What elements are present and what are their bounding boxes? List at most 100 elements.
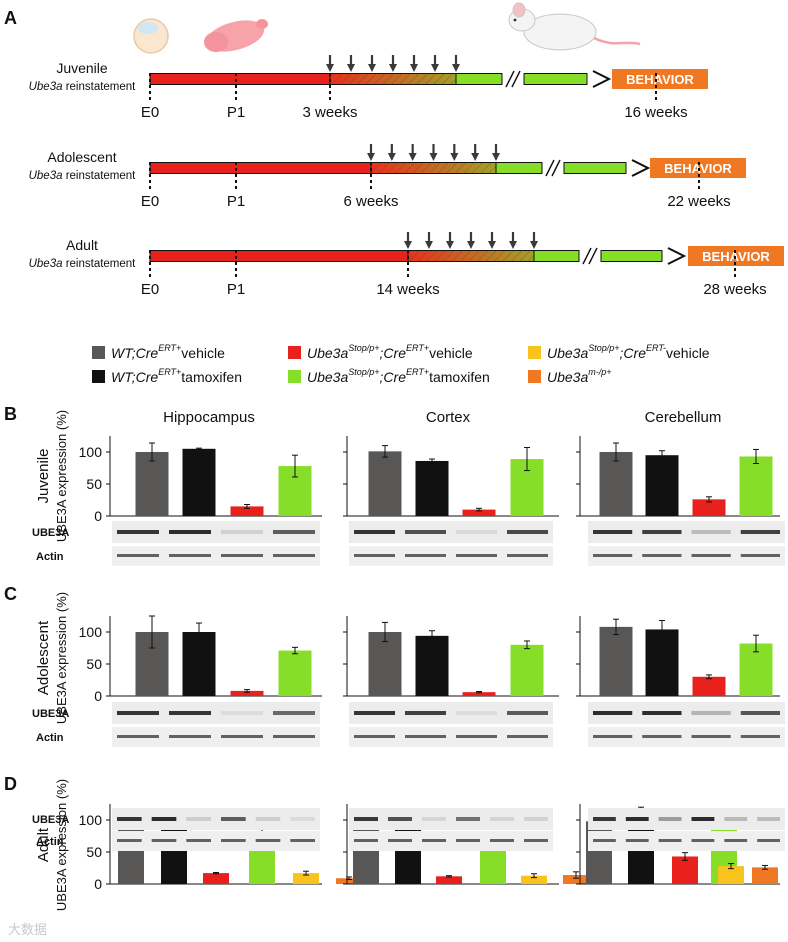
hatch-overlay — [330, 73, 456, 85]
hatch-overlay — [408, 250, 534, 262]
injection-arrow-head — [530, 241, 538, 249]
mouse-ear — [512, 2, 526, 18]
bar — [586, 821, 612, 884]
bar — [462, 692, 496, 696]
blot-band-ube3a — [117, 530, 159, 534]
blot-band-actin — [290, 839, 315, 842]
bar — [672, 856, 698, 884]
behavior-label: BEHAVIOR — [702, 249, 770, 264]
timepoint-label: P1 — [227, 193, 245, 210]
legend-label: WT;CreERT+vehicle — [111, 343, 225, 361]
legend-label: Ube3aStop/p+;CreERT-vehicle — [547, 343, 710, 361]
mouse-illustration — [508, 2, 641, 51]
blot-label-actin: Actin — [36, 732, 64, 744]
blot-strip-actin — [588, 831, 785, 851]
timeline-juvenile: Juvenile Ube3a reinstatement BEHAVIOR E0 P1 3… — [29, 55, 708, 121]
blot-band-actin — [658, 839, 682, 842]
green-bar — [455, 73, 503, 85]
red-bar — [149, 162, 372, 174]
chevron-arrow-icon — [667, 247, 687, 265]
legend-item: Ube3aStop/p+;CreERT+vehicle — [288, 343, 473, 361]
blot-band-ube3a — [422, 817, 446, 821]
blot-band-actin — [456, 839, 480, 842]
injection-arrow-head — [408, 153, 417, 161]
injection-arrow-head — [467, 241, 475, 249]
blot-band-actin — [151, 839, 177, 842]
mouse-tail — [593, 36, 641, 46]
blot-strip-actin — [349, 727, 553, 747]
bar-chart-adult-hippocampus: 0 50 100 UBE3A Actin — [32, 804, 362, 892]
blot-band-actin — [117, 735, 159, 738]
blot-band-ube3a — [625, 817, 649, 821]
injection-arrow-head — [488, 241, 496, 249]
bar — [293, 873, 319, 884]
timepoint-label: 6 weeks — [343, 193, 398, 210]
blot-band-actin — [186, 839, 211, 842]
blot-band-ube3a — [658, 817, 682, 821]
timepoint-label: E0 — [141, 193, 159, 210]
timepoint-label: P1 — [227, 104, 245, 121]
blot-band-actin — [354, 735, 395, 738]
y-tick-label: 100 — [79, 624, 103, 640]
pup-head — [204, 32, 228, 52]
blot-band-ube3a — [691, 711, 731, 715]
blot-strip-actin — [112, 831, 320, 851]
region-title: Cortex — [426, 409, 471, 426]
blot-band-actin — [740, 735, 780, 738]
break-mark — [588, 247, 598, 265]
injection-arrow-head — [425, 241, 433, 249]
blot-band-actin — [422, 839, 446, 842]
blot-band-ube3a — [117, 817, 142, 821]
mouse-body — [523, 13, 597, 51]
region-title: Cerebellum — [645, 409, 722, 426]
blot-strip-actin — [112, 727, 320, 747]
blot-band-ube3a — [507, 711, 548, 715]
bar — [353, 821, 379, 884]
legend-swatch — [92, 346, 105, 359]
timeline-adult: Adult Ube3a reinstatement BEHAVIOR E0 P1 14 w… — [29, 232, 784, 298]
timeline-subtitle: Ube3a reinstatement — [29, 170, 137, 182]
blot-label-ube3a: UBE3A — [32, 527, 69, 539]
injection-arrow-head — [450, 153, 459, 161]
bar-chart-juvenile-cortex — [343, 436, 559, 566]
bar — [645, 455, 679, 516]
blot-strip-actin — [588, 546, 785, 566]
bar — [368, 451, 402, 516]
blot-band-ube3a — [405, 530, 446, 534]
timeline-title: Adult — [66, 237, 98, 253]
region-title: Hippocampus — [163, 409, 255, 426]
blot-band-ube3a — [273, 711, 315, 715]
blot-strip-ube3a — [588, 521, 785, 543]
green-bar — [600, 250, 663, 262]
bar — [692, 676, 726, 696]
green-bar — [495, 162, 543, 174]
blot-band-ube3a — [456, 530, 497, 534]
blot-band-actin — [405, 735, 446, 738]
blot-band-ube3a — [740, 530, 780, 534]
blot-band-actin — [625, 839, 649, 842]
red-bar — [149, 250, 409, 262]
blot-band-actin — [354, 554, 395, 557]
blot-band-ube3a — [151, 817, 177, 821]
injection-arrow-head — [326, 64, 334, 72]
blot-band-actin — [169, 554, 211, 557]
blot-band-actin — [273, 554, 315, 557]
blot-strip-ube3a — [588, 702, 785, 724]
timepoint-label: E0 — [141, 281, 159, 298]
blot-band-actin — [642, 735, 682, 738]
blot-strip-ube3a — [112, 808, 320, 830]
blot-strip-ube3a — [112, 521, 320, 543]
bar-chart-juvenile-hippocampus: 0 50 100 UBE3A Actin — [32, 436, 322, 566]
legend-swatch — [92, 370, 105, 383]
blot-band-ube3a — [290, 817, 315, 821]
blot-band-ube3a — [490, 817, 514, 821]
embryo-cell-illustration — [133, 18, 169, 54]
injection-arrow-head — [387, 153, 396, 161]
bar — [599, 626, 633, 696]
y-tick-label: 0 — [94, 508, 102, 524]
timepoint-label: 28 weeks — [703, 281, 766, 298]
blot-band-ube3a — [117, 711, 159, 715]
bar — [118, 820, 144, 884]
green-bar — [533, 250, 580, 262]
